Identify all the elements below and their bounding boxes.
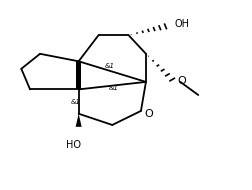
Text: &1: &1 [105, 63, 115, 69]
Polygon shape [76, 61, 81, 89]
Text: &1: &1 [109, 85, 118, 90]
Text: OH: OH [175, 19, 190, 28]
Text: O: O [145, 109, 153, 119]
Polygon shape [76, 114, 82, 127]
Text: HO: HO [66, 140, 81, 150]
Text: &1: &1 [71, 100, 81, 105]
Text: O: O [177, 76, 186, 86]
